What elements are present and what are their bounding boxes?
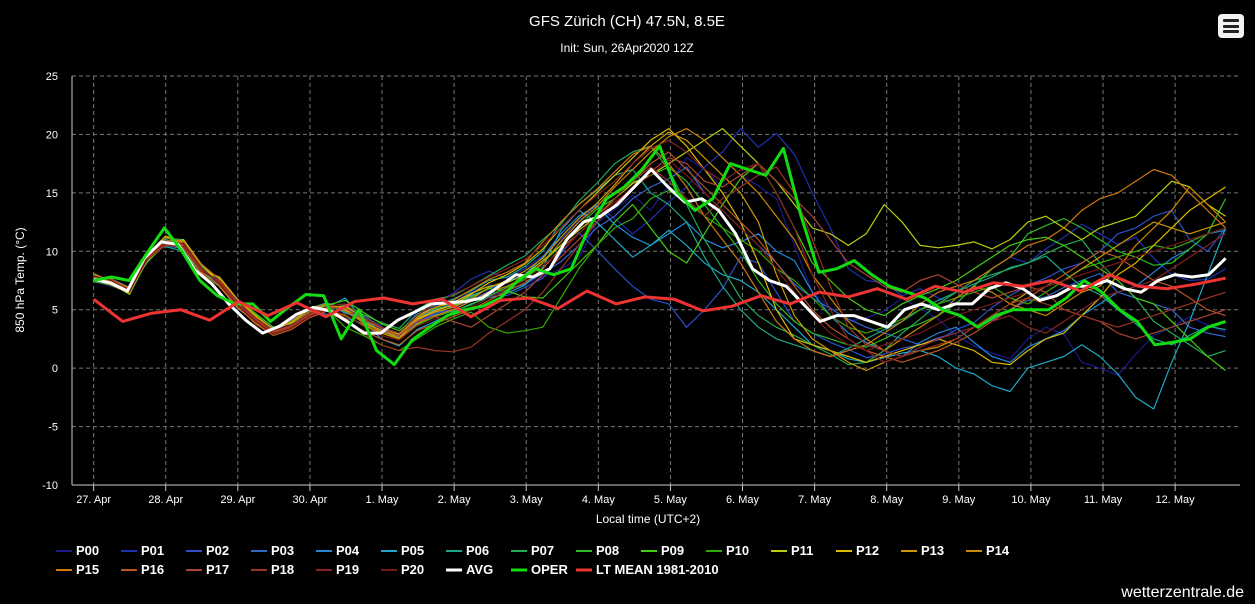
legend-item-p03[interactable]: P03 bbox=[251, 543, 294, 558]
legend-item-p13[interactable]: P13 bbox=[901, 543, 944, 558]
y-axis-title: 850 hPa Temp. (°C) bbox=[13, 227, 27, 332]
legend-label: P03 bbox=[271, 543, 294, 558]
legend-label: P14 bbox=[986, 543, 1010, 558]
legend-label: P00 bbox=[76, 543, 99, 558]
legend-item-p18[interactable]: P18 bbox=[251, 562, 294, 577]
hamburger-menu-icon[interactable] bbox=[1218, 14, 1244, 38]
series-line-p20 bbox=[93, 159, 1226, 352]
x-tick-label: 8. May bbox=[870, 494, 904, 506]
legend-item-p01[interactable]: P01 bbox=[121, 543, 164, 558]
x-tick-label: 12. May bbox=[1156, 494, 1196, 506]
legend-item-p17[interactable]: P17 bbox=[186, 562, 229, 577]
legend-label: P15 bbox=[76, 562, 99, 577]
legend-item-p16[interactable]: P16 bbox=[121, 562, 164, 577]
legend-label: P05 bbox=[401, 543, 424, 558]
y-tick-label: 5 bbox=[52, 305, 58, 317]
legend-item-p09[interactable]: P09 bbox=[641, 543, 684, 558]
x-axis-title: Local time (UTC+2) bbox=[596, 512, 700, 526]
legend-label: OPER bbox=[531, 562, 568, 577]
legend-label: P04 bbox=[336, 543, 360, 558]
x-tick-label: 28. Apr bbox=[148, 494, 183, 506]
legend-item-p06[interactable]: P06 bbox=[446, 543, 489, 558]
x-tick-label: 5. May bbox=[654, 494, 688, 506]
chart-subtitle: Init: Sun, 26Apr2020 12Z bbox=[560, 41, 693, 55]
x-tick-label: 27. Apr bbox=[76, 494, 111, 506]
legend-item-p02[interactable]: P02 bbox=[186, 543, 229, 558]
x-tick-label: 3. May bbox=[510, 494, 544, 506]
x-tick-label: 7. May bbox=[798, 494, 832, 506]
legend-item-p15[interactable]: P15 bbox=[56, 562, 99, 577]
legend-label: P17 bbox=[206, 562, 229, 577]
series-group bbox=[92, 128, 1227, 410]
legend-label: P18 bbox=[271, 562, 294, 577]
legend-label: P08 bbox=[596, 543, 619, 558]
legend-item-p08[interactable]: P08 bbox=[576, 543, 619, 558]
x-tick-label: 30. Apr bbox=[292, 494, 327, 506]
y-tick-label: 15 bbox=[46, 188, 58, 200]
legend-item-p04[interactable]: P04 bbox=[316, 543, 360, 558]
x-tick-label: 10. May bbox=[1011, 494, 1051, 506]
series-line-p19 bbox=[93, 139, 1226, 363]
legend-label: P11 bbox=[791, 543, 813, 558]
x-tick-label: 11. May bbox=[1084, 494, 1123, 506]
legend-item-p05[interactable]: P05 bbox=[381, 543, 424, 558]
legend-item-p20[interactable]: P20 bbox=[381, 562, 424, 577]
y-tick-label: 25 bbox=[46, 71, 58, 83]
legend-label: P20 bbox=[401, 562, 424, 577]
y-tick-label: -10 bbox=[42, 480, 58, 492]
y-axis-ticks: -10 -5 0 5 10 15 20 25 bbox=[42, 71, 58, 492]
x-tick-label: 29. Apr bbox=[220, 494, 255, 506]
legend-label: P10 bbox=[726, 543, 749, 558]
x-tick-label: 2. May bbox=[438, 494, 472, 506]
x-tick-label: 6. May bbox=[726, 494, 760, 506]
legend-item-p19[interactable]: P19 bbox=[316, 562, 359, 577]
legend-item-p14[interactable]: P14 bbox=[966, 543, 1010, 558]
chart-title: GFS Zürich (CH) 47.5N, 8.5E bbox=[529, 13, 725, 30]
legend-item-p11[interactable]: P11 bbox=[771, 543, 813, 558]
legend-label: P16 bbox=[141, 562, 164, 577]
legend-item-p10[interactable]: P10 bbox=[706, 543, 749, 558]
series-line-p18 bbox=[93, 166, 1226, 358]
legend-label: P07 bbox=[531, 543, 554, 558]
legend-label: P09 bbox=[661, 543, 684, 558]
legend-item-oper[interactable]: OPER bbox=[511, 562, 568, 577]
legend-item-p07[interactable]: P07 bbox=[511, 543, 554, 558]
series-line-avg bbox=[93, 168, 1227, 335]
series-line-p16 bbox=[93, 151, 1226, 363]
x-tick-label: 9. May bbox=[942, 494, 976, 506]
legend-label: P12 bbox=[856, 543, 879, 558]
series-line-oper bbox=[93, 144, 1227, 367]
legend-item-avg[interactable]: AVG bbox=[446, 562, 493, 577]
legend-label: P06 bbox=[466, 543, 489, 558]
credit-text[interactable]: wetterzentrale.de bbox=[1120, 584, 1244, 601]
x-tick-label: 1. May bbox=[366, 494, 400, 506]
y-tick-label: -5 bbox=[48, 422, 58, 434]
x-tick-label: 4. May bbox=[582, 494, 616, 506]
y-tick-label: 20 bbox=[46, 129, 58, 141]
series-line-lt-mean-1981-2010 bbox=[92, 273, 1226, 323]
legend-label: AVG bbox=[466, 562, 493, 577]
legend-label: P02 bbox=[206, 543, 229, 558]
legend-item-p00[interactable]: P00 bbox=[56, 543, 99, 558]
legend-label: P01 bbox=[141, 543, 164, 558]
legend-item-lt-mean-1981-2010[interactable]: LT MEAN 1981-2010 bbox=[576, 562, 719, 577]
y-tick-label: 10 bbox=[46, 246, 58, 258]
legend[interactable]: P00 P01 P02 P03 P04 P05 P06 P07 P08 P09 P10 P11 P12 P… bbox=[56, 543, 1010, 577]
legend-label: P19 bbox=[336, 562, 359, 577]
y-tick-label: 0 bbox=[52, 363, 58, 375]
x-axis-ticks: 27. Apr 28. Apr 29. Apr 30. Apr 1. May 2. May… bbox=[76, 494, 1195, 506]
legend-item-p12[interactable]: P12 bbox=[836, 543, 879, 558]
legend-label: LT MEAN 1981-2010 bbox=[596, 562, 719, 577]
legend-label: P13 bbox=[921, 543, 944, 558]
